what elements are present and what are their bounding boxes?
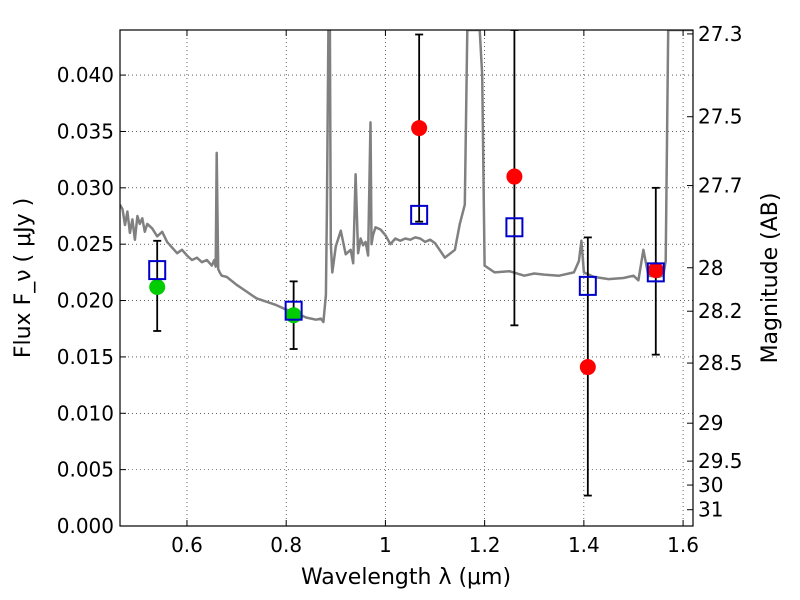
x-tick-label: 0.6 [171, 533, 203, 557]
y-axis-label: Flux F_ν ( μJy ) [11, 198, 36, 358]
y-tick-label: 0.035 [57, 119, 114, 143]
y-tick-label: 0.030 [57, 176, 114, 200]
detection-point [285, 307, 302, 324]
x-axis-label: Wavelength λ (μm) [301, 565, 511, 590]
right-tick-label: 29.5 [698, 449, 743, 473]
x-tick-label: 1.6 [667, 533, 699, 557]
grid [120, 30, 693, 527]
y-tick-label: 0.015 [57, 345, 114, 369]
y-tick-label: 0.000 [57, 514, 114, 538]
measurement-point [647, 262, 664, 279]
y-tick-label: 0.040 [57, 63, 114, 87]
model-marker [646, 262, 665, 283]
measurement-point [411, 120, 428, 137]
right-tick-label: 28.2 [698, 299, 743, 323]
right-tick-label: 27.5 [698, 105, 743, 129]
y-tick-label: 0.020 [57, 289, 114, 313]
right-tick-label: 31 [698, 498, 723, 522]
y-tick-label: 0.025 [57, 232, 114, 256]
y-tick-label: 0.005 [57, 458, 114, 482]
right-tick-label: 27.7 [698, 174, 743, 198]
right-y-axis-label: Magnitude (AB) [758, 193, 783, 364]
x-tick-label: 1 [379, 533, 392, 557]
ticks: 0.6 0.8 1 1.2 1.4 1.6 0.000 0.005 0.010 0.015 0.02… [57, 22, 743, 557]
model-marker [284, 300, 303, 321]
right-tick-label: 28 [698, 256, 723, 280]
right-tick-label: 27.3 [698, 22, 743, 46]
x-tick-label: 0.8 [270, 533, 302, 557]
plot-content [120, 30, 693, 497]
y-tick-label: 0.010 [57, 401, 114, 425]
sed-template-line [120, 30, 693, 324]
model-marker [410, 204, 429, 225]
x-tick-label: 1.2 [469, 533, 501, 557]
model-marker [578, 275, 597, 296]
right-tick-label: 28.5 [698, 351, 743, 375]
model-marker [148, 260, 167, 281]
measurement-point [506, 168, 523, 185]
right-tick-label: 29 [698, 411, 723, 435]
right-tick-label: 30 [698, 473, 723, 497]
x-tick-label: 1.4 [568, 533, 600, 557]
detection-point [149, 279, 166, 296]
measurement-point [579, 359, 596, 376]
model-marker [505, 217, 524, 238]
plot-frame [119, 29, 694, 527]
